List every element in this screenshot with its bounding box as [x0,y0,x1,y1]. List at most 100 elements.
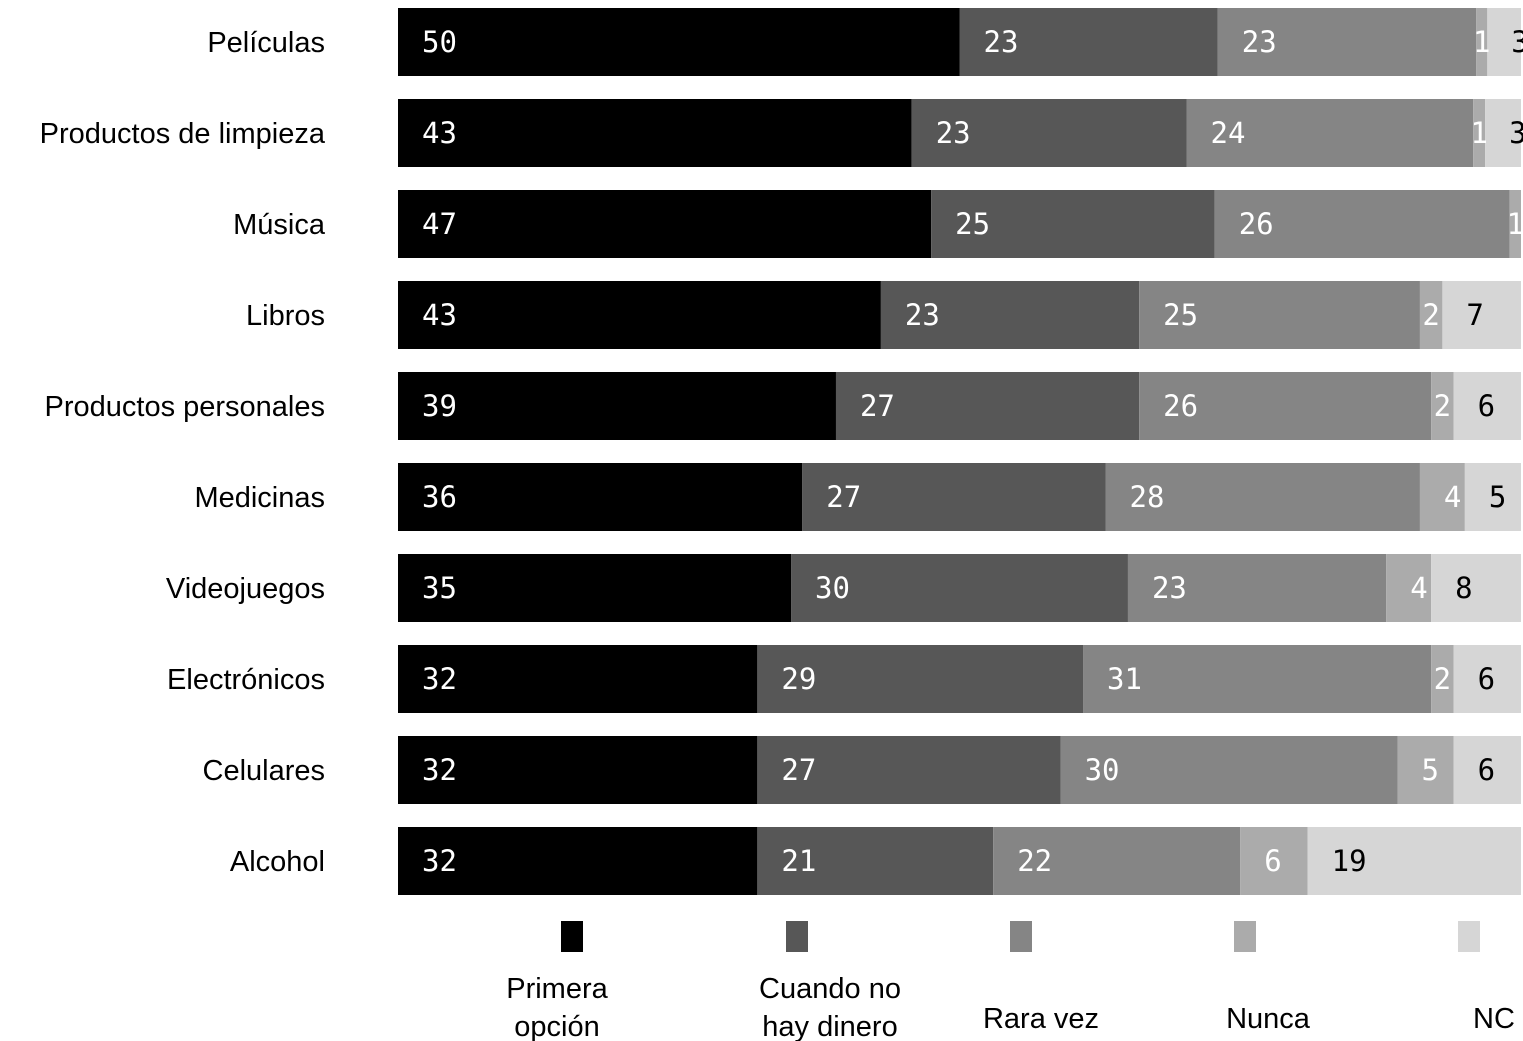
value-label: 28 [1129,480,1164,514]
value-label: 6 [1478,753,1495,787]
bar-segment [1485,99,1521,167]
bar-segment [1105,463,1420,531]
bar-segment [791,554,1128,622]
value-label: 32 [422,753,457,787]
bar-segment [1397,736,1454,804]
bar-segment [1060,736,1398,804]
value-label: 24 [1210,116,1245,150]
bar-segment [1419,281,1443,349]
bar-segment [398,281,881,349]
value-label: 43 [422,298,457,332]
value-label: 23 [936,116,971,150]
value-label: 23 [1242,25,1277,59]
bar-segment [802,463,1106,531]
bar-segment [1214,190,1510,258]
category-label: Videojuegos [166,573,325,605]
value-label: 27 [781,753,816,787]
value-label: 27 [860,389,895,423]
bar-segment [1127,554,1387,622]
value-label: 5 [1489,480,1506,514]
category-label: Celulares [203,755,326,787]
bar-segment [1509,190,1521,258]
category-label: Electrónicos [167,664,325,696]
bar-segment [1186,99,1474,167]
legend-swatch [786,921,808,952]
value-label: 39 [422,389,457,423]
value-label: 36 [422,480,457,514]
bar-segment [398,827,758,895]
value-label: 32 [422,844,457,878]
value-label: 3 [1511,25,1523,59]
value-label: 4 [1410,571,1427,605]
bar-segment [1431,554,1521,622]
value-labels-layer: 50 23 23 1 343 23 24 1 347 25 26 143 23 25 2 739 27 26 2 63… [422,25,1523,878]
bar-segment [1487,8,1521,76]
bar-segment [880,281,1140,349]
bar-segment [1476,8,1488,76]
bar-segment [931,190,1215,258]
value-label: 30 [815,571,850,605]
legend-label: opción [514,1011,599,1041]
legend-label: Nunca [1226,1003,1311,1035]
value-label: 23 [984,25,1019,59]
bar-segment [398,8,960,76]
bar-segment [398,372,836,440]
value-label: 1 [1473,25,1490,59]
value-label: 23 [905,298,940,332]
value-label: 2 [1434,389,1451,423]
value-label: 22 [1017,844,1052,878]
bar-segment [398,463,803,531]
value-label: 2 [1422,298,1439,332]
bar-segment [1083,645,1432,713]
bar-segment [1453,736,1521,804]
value-label: 50 [422,25,457,59]
value-label: 19 [1332,844,1367,878]
value-label: 32 [422,662,457,696]
bar-segment [1431,645,1454,713]
value-label: 23 [1152,571,1187,605]
bar-segment [398,736,758,804]
category-label: Productos personales [45,391,326,423]
bar-segment [1473,99,1486,167]
bar-segment [757,827,994,895]
value-label: 31 [1107,662,1142,696]
value-label: 1 [1507,207,1523,241]
bar-segment [1464,463,1521,531]
bar-segment [757,645,1084,713]
legend-label: Primera [506,973,608,1005]
bar-segment [398,190,932,258]
value-label: 25 [1163,298,1198,332]
bar-segment [1240,827,1308,895]
legend-label: hay dinero [762,1011,897,1041]
value-label: 26 [1239,207,1274,241]
category-label: Medicinas [194,482,325,514]
legend-label: Rara vez [983,1003,1099,1035]
bar-segment [398,554,792,622]
legend-label: Cuando no [759,973,901,1005]
value-label: 21 [781,844,816,878]
bar-segment [1453,645,1521,713]
category-label: Productos de limpieza [40,118,326,150]
bar-segment [398,99,912,167]
category-label: Alcohol [230,846,325,878]
value-label: 8 [1455,571,1472,605]
bar-segment [1442,281,1521,349]
legend-label: NC [1473,1003,1515,1035]
value-label: 27 [826,480,861,514]
category-label: Música [233,209,326,241]
value-label: 2 [1434,662,1451,696]
bar-segment [398,645,758,713]
bar-segment [1139,372,1432,440]
value-label: 43 [422,116,457,150]
legend-swatch [1458,921,1480,952]
bar-segment [959,8,1218,76]
value-label: 35 [422,571,457,605]
value-label: 1 [1470,116,1487,150]
value-label: 6 [1264,844,1281,878]
value-label: 6 [1478,662,1495,696]
value-label: 47 [422,207,457,241]
value-label: 4 [1444,480,1461,514]
bar-segment [1431,372,1454,440]
